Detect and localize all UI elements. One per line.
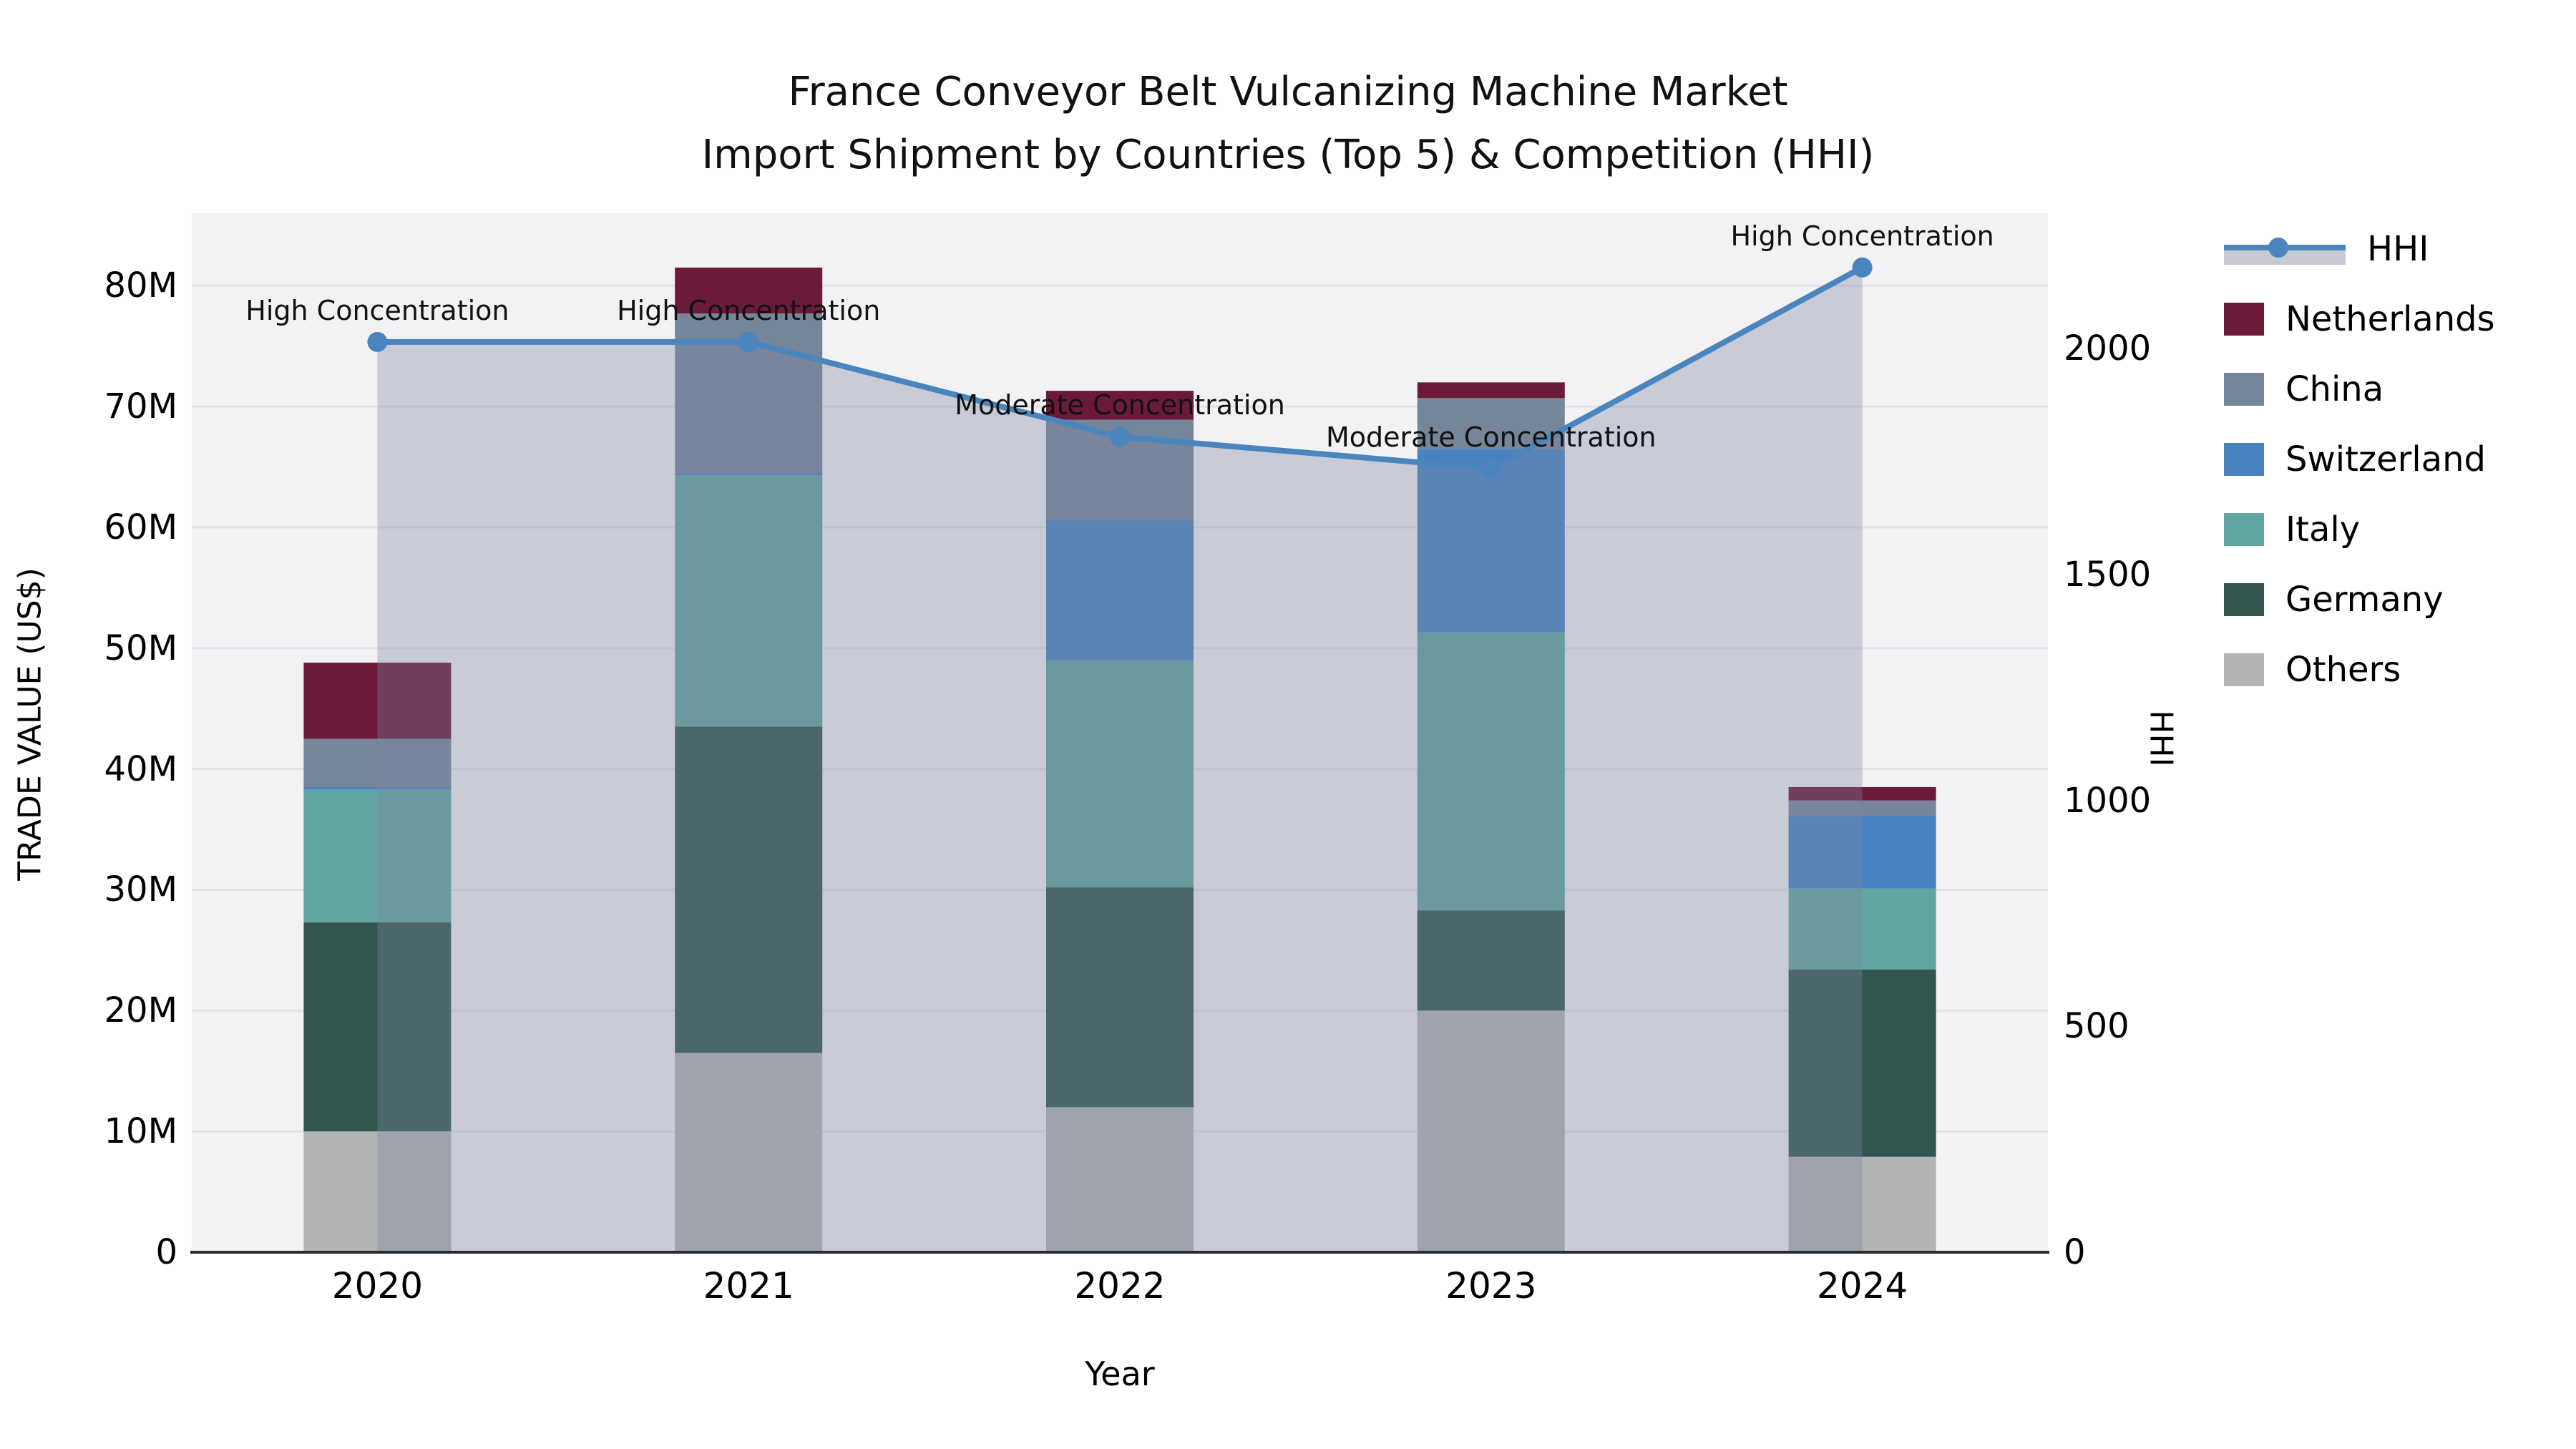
bar-segment-italy-2021	[675, 475, 823, 727]
annotation-2022: Moderate Concentration	[955, 389, 1285, 421]
right-axis-tick-2000: 2000	[2064, 328, 2152, 369]
legend-label-others: Others	[2285, 650, 2401, 690]
hhi-area-fill	[377, 267, 1863, 1252]
chart-title-line1: France Conveyor Belt Vulcanizing Machine…	[788, 69, 1788, 115]
bar-segment-netherlands-2024	[1788, 786, 1936, 801]
left-axis-title: TRADE VALUE (US$)	[11, 567, 49, 881]
left-axis-tick-60M: 60M	[104, 507, 178, 547]
bar-segment-others-2020	[303, 1131, 452, 1252]
left-axis-tick-0: 0	[155, 1232, 177, 1272]
right-axis-tick-1500: 1500	[2064, 555, 2152, 595]
bar-segment-switzerland-2024	[1788, 816, 1936, 889]
legend-swatch-switzerland	[2224, 443, 2264, 476]
legend-item-netherlands: Netherlands	[2224, 299, 2495, 339]
bar-segment-italy-2024	[1788, 888, 1936, 970]
left-axis-tick-10M: 10M	[104, 1111, 178, 1152]
bar-segment-italy-2022	[1046, 660, 1194, 888]
x-axis-tick-2023: 2023	[1445, 1265, 1537, 1307]
bar-segment-switzerland-2020	[303, 786, 452, 790]
legend-label-germany: Germany	[2285, 580, 2444, 620]
bar-segment-others-2022	[1046, 1107, 1194, 1252]
legend-item-italy: Italy	[2224, 509, 2360, 550]
left-axis-tick-50M: 50M	[104, 628, 178, 668]
annotation-2023: Moderate Concentration	[1325, 421, 1657, 453]
bar-segment-germany-2022	[1046, 887, 1194, 1108]
hhi-marker-2024	[1852, 257, 1873, 278]
bar-segment-china-2024	[1788, 800, 1936, 816]
left-axis-tick-70M: 70M	[104, 386, 178, 427]
x-axis-tick-2020: 2020	[331, 1265, 424, 1307]
annotation-2024: High Concentration	[1730, 220, 1994, 252]
bar-segment-others-2021	[675, 1053, 823, 1252]
right-axis-tick-0: 0	[2064, 1232, 2086, 1272]
hhi-legend-glyph	[2224, 229, 2346, 269]
legend-item-germany: Germany	[2224, 580, 2444, 620]
bar-segment-switzerland-2021	[675, 473, 823, 476]
bar-segment-netherlands-2023	[1417, 382, 1565, 399]
x-axis-tick-2021: 2021	[703, 1265, 794, 1307]
legend-label-hhi: HHI	[2367, 229, 2429, 269]
bar-segment-italy-2023	[1417, 632, 1565, 911]
legend-swatch-netherlands	[2224, 303, 2264, 336]
left-axis-tick-30M: 30M	[104, 869, 178, 910]
bar-segment-others-2023	[1417, 1010, 1565, 1252]
legend-item-others: Others	[2224, 650, 2401, 690]
legend-item-china: China	[2224, 369, 2384, 409]
hhi-marker-2021	[738, 331, 759, 352]
legend-swatch-italy	[2224, 513, 2264, 546]
hhi-marker-2020	[367, 331, 388, 352]
legend-label-switzerland: Switzerland	[2285, 439, 2486, 479]
x-axis-tick-2022: 2022	[1074, 1265, 1166, 1307]
x-axis-title: Year	[1085, 1355, 1155, 1393]
legend-label-netherlands: Netherlands	[2285, 299, 2495, 339]
bar-segment-germany-2021	[675, 726, 823, 1053]
legend-item-hhi: HHI	[2224, 229, 2429, 269]
annotation-2020: High Concentration	[245, 294, 509, 326]
legend-swatch-germany	[2224, 583, 2264, 616]
legend-label-china: China	[2285, 369, 2384, 409]
left-axis-tick-40M: 40M	[104, 748, 178, 789]
chart-title-line2: Import Shipment by Countries (Top 5) & C…	[701, 132, 1875, 178]
annotation-2021: High Concentration	[617, 294, 881, 326]
legend-label-italy: Italy	[2285, 509, 2361, 550]
bar-segment-switzerland-2023	[1417, 449, 1565, 633]
hhi-marker-2022	[1110, 426, 1130, 447]
left-axis-tick-20M: 20M	[104, 990, 178, 1031]
bar-segment-others-2024	[1788, 1156, 1936, 1252]
right-axis-tick-1000: 1000	[2064, 780, 2152, 821]
hhi-marker-swatch	[2268, 238, 2288, 258]
right-axis-tick-500: 500	[2064, 1006, 2129, 1047]
bar-segment-switzerland-2022	[1046, 519, 1194, 660]
bar-segment-germany-2023	[1417, 910, 1565, 1011]
bar-segment-germany-2024	[1788, 969, 1936, 1157]
bar-segment-netherlands-2022	[1046, 391, 1194, 420]
x-axis-tick-2024: 2024	[1816, 1265, 1908, 1307]
bar-segment-china-2020	[303, 738, 452, 787]
legend-swatch-others	[2224, 653, 2264, 686]
legend-item-switzerland: Switzerland	[2224, 439, 2486, 479]
bar-segment-italy-2020	[303, 789, 452, 923]
bar-segment-netherlands-2021	[675, 267, 823, 314]
bar-segment-germany-2020	[303, 922, 452, 1132]
right-axis-title: HHI	[2142, 710, 2180, 767]
bar-segment-netherlands-2020	[303, 663, 452, 739]
left-axis-tick-80M: 80M	[104, 265, 178, 306]
legend-swatch-china	[2224, 373, 2264, 406]
hhi-marker-2023	[1480, 458, 1501, 479]
